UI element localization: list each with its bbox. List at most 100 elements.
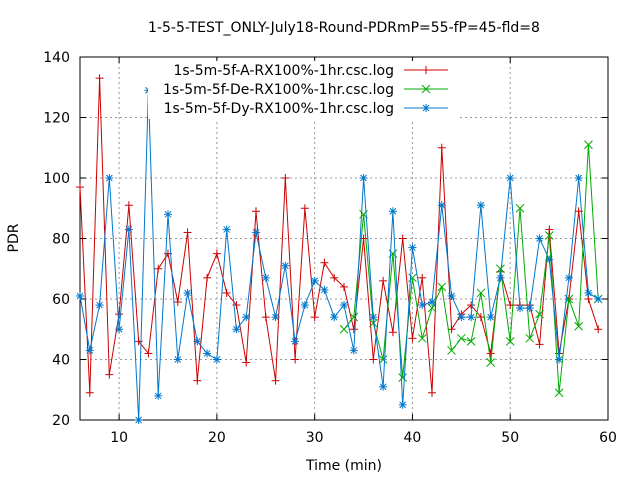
data-point xyxy=(388,207,397,216)
data-point xyxy=(427,303,437,313)
data-point xyxy=(496,264,505,274)
data-point xyxy=(164,210,172,219)
data-point xyxy=(476,288,486,298)
data-point xyxy=(408,273,417,283)
data-point xyxy=(300,301,309,310)
legend: 1s-5m-5f-A-RX100%-1hr.csc.log 1s-5m-5f-De… xyxy=(148,61,458,119)
data-point xyxy=(281,174,290,182)
series-2 xyxy=(339,140,603,398)
chart-title: 1-5-5-TEST_ONLY-July18-Round-PDRmP=55-fP… xyxy=(148,20,540,36)
data-point xyxy=(535,340,544,349)
y-tick-label: 40 xyxy=(52,353,70,369)
data-point xyxy=(340,282,348,291)
y-axis-label: PDR xyxy=(6,223,22,252)
data-point xyxy=(154,264,163,273)
data-point xyxy=(418,273,427,282)
legend-label: 1s-5m-5f-Dy-RX100%-1hr.csc.log xyxy=(164,101,394,117)
data-point xyxy=(85,388,94,397)
data-point xyxy=(525,333,535,343)
data-point xyxy=(457,313,466,322)
data-point xyxy=(515,203,525,213)
legend-background xyxy=(148,61,458,119)
data-point xyxy=(544,231,554,240)
data-point xyxy=(281,261,290,270)
data-point xyxy=(574,321,584,331)
data-point xyxy=(320,258,329,267)
legend-label: 1s-5m-5f-De-RX100%-1hr.csc.log xyxy=(163,82,394,98)
data-point xyxy=(212,249,221,258)
data-point xyxy=(594,325,603,334)
data-point xyxy=(379,276,388,285)
data-point xyxy=(115,325,124,334)
series-1 xyxy=(76,74,603,397)
data-point xyxy=(437,201,446,210)
data-point xyxy=(105,174,114,182)
data-point xyxy=(330,313,339,322)
data-point xyxy=(554,388,564,398)
data-point xyxy=(486,358,496,367)
data-point xyxy=(271,376,280,385)
data-point xyxy=(310,313,319,322)
series-3 xyxy=(76,86,603,424)
data-point xyxy=(545,255,554,264)
data-point xyxy=(486,349,495,358)
data-point xyxy=(545,225,554,234)
data-point xyxy=(300,204,309,213)
data-point xyxy=(349,325,358,334)
data-point xyxy=(95,301,104,310)
data-point xyxy=(476,313,485,322)
data-point xyxy=(76,183,84,192)
data-point xyxy=(525,304,534,313)
data-point xyxy=(506,174,515,182)
data-point xyxy=(476,201,485,210)
data-point xyxy=(467,313,476,322)
legend-label: 1s-5m-5f-A-RX100%-1hr.csc.log xyxy=(173,63,394,79)
data-point xyxy=(222,225,231,234)
data-point xyxy=(428,388,436,397)
data-point xyxy=(447,325,456,334)
axis-ticks: 10 20 30 40 50 60 20 40 60 80 100 120 140 xyxy=(43,50,617,446)
y-tick-label: 120 xyxy=(43,111,70,127)
data-point xyxy=(261,313,270,322)
data-point xyxy=(252,207,260,216)
data-point xyxy=(183,288,192,297)
data-point xyxy=(349,312,359,322)
data-point xyxy=(203,349,212,358)
data-point xyxy=(555,355,564,364)
data-point xyxy=(271,313,280,322)
data-point xyxy=(584,140,593,150)
data-point xyxy=(193,337,202,346)
data-point xyxy=(486,313,495,322)
y-tick-label: 60 xyxy=(52,292,70,308)
data-point xyxy=(203,273,212,282)
series-line xyxy=(79,90,599,421)
data-point xyxy=(76,291,84,300)
series-line xyxy=(79,78,599,393)
data-point xyxy=(378,355,388,364)
data-point xyxy=(222,288,231,297)
x-tick-label: 40 xyxy=(404,430,422,446)
data-point xyxy=(496,273,505,282)
data-point xyxy=(467,301,476,310)
data-point xyxy=(584,288,593,297)
data-point xyxy=(437,143,446,152)
data-point xyxy=(95,74,104,83)
data-point xyxy=(388,328,397,337)
data-point xyxy=(124,225,133,234)
data-point xyxy=(339,324,349,334)
legend-marker xyxy=(422,66,430,74)
legend-marker xyxy=(421,84,431,94)
data-point xyxy=(261,273,270,282)
data-point xyxy=(134,416,143,424)
data-point xyxy=(330,273,339,282)
x-tick-label: 10 xyxy=(110,430,128,446)
y-tick-label: 140 xyxy=(43,50,70,66)
y-tick-label: 80 xyxy=(52,232,70,248)
y-tick-label: 20 xyxy=(52,413,70,429)
data-point xyxy=(417,333,427,343)
data-point xyxy=(466,336,476,346)
data-point xyxy=(418,301,427,310)
x-tick-label: 20 xyxy=(208,430,226,446)
data-point xyxy=(359,174,368,182)
